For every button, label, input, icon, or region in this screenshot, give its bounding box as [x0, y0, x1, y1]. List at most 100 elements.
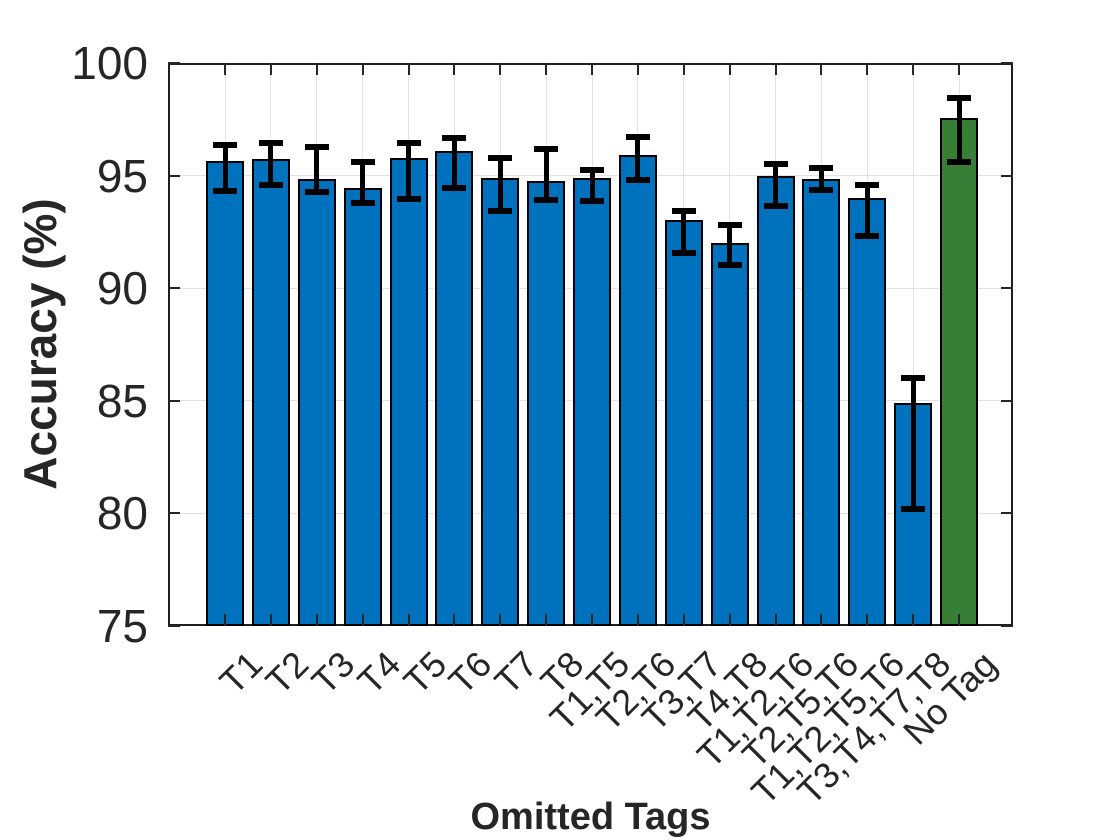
error-bar-cap-top [580, 167, 604, 173]
error-bar-cap-bottom [488, 208, 512, 214]
x-tick-bottom [591, 614, 593, 626]
x-tick-bottom [958, 614, 960, 626]
bar-T4 [344, 188, 382, 626]
y-tick-label: 75 [96, 600, 148, 652]
bar-T1,T2,T6 [757, 176, 795, 626]
error-bar-cap-top [672, 208, 696, 214]
y-tick-label: 95 [96, 150, 148, 202]
error-bar-line [544, 149, 549, 201]
error-bar-cap-bottom [901, 506, 925, 512]
x-tick-bottom [224, 614, 226, 626]
error-bar-cap-bottom [947, 159, 971, 165]
error-bar-line [498, 158, 503, 211]
x-tick-top [775, 63, 777, 75]
x-tick-top [224, 63, 226, 75]
bar-T7 [481, 178, 519, 626]
x-tick-top [408, 63, 410, 75]
error-bar-line [957, 98, 962, 162]
x-tick-bottom [683, 614, 685, 626]
x-tick-bottom [775, 614, 777, 626]
y-tick-label: 90 [96, 262, 148, 314]
x-tick-bottom [499, 614, 501, 626]
y-tick-right [1001, 625, 1013, 627]
bar-T3 [298, 179, 336, 626]
x-tick-bottom [866, 614, 868, 626]
error-bar-line [223, 145, 228, 191]
x-tick-bottom [453, 614, 455, 626]
x-tick-bottom [820, 614, 822, 626]
error-bar-cap-top [351, 159, 375, 165]
error-bar-line [635, 137, 640, 180]
y-tick-left [168, 625, 180, 627]
error-bar-cap-bottom [764, 203, 788, 209]
error-bar-cap-bottom [397, 196, 421, 202]
error-bar-cap-bottom [809, 187, 833, 193]
x-tick-bottom [545, 614, 547, 626]
x-tick-bottom [637, 614, 639, 626]
bar-T1,T5 [573, 178, 611, 626]
error-bar-cap-top [855, 182, 879, 188]
bar-T3,T7 [665, 220, 703, 626]
error-bar-line [865, 185, 870, 237]
x-tick-top [545, 63, 547, 75]
x-tick-top [362, 63, 364, 75]
error-bar-line [681, 211, 686, 254]
error-bar-cap-bottom [672, 250, 696, 256]
x-tick-bottom [270, 614, 272, 626]
error-bar-cap-top [397, 140, 421, 146]
y-tick-left [168, 512, 180, 514]
error-bar-cap-top [718, 222, 742, 228]
error-bar-cap-bottom [351, 200, 375, 206]
x-tick-top [958, 63, 960, 75]
error-bar-cap-top [259, 140, 283, 146]
y-tick-right [1001, 62, 1013, 64]
bar-T1,T2,T5,T6 [848, 198, 886, 626]
error-bar-cap-bottom [213, 188, 237, 194]
x-gridline [913, 63, 914, 626]
bar-T2 [252, 159, 290, 626]
error-bar-line [590, 170, 595, 202]
y-tick-label: 80 [96, 487, 148, 539]
error-bar-cap-bottom [305, 189, 329, 195]
error-bar-cap-bottom [442, 185, 466, 191]
error-bar-cap-top [305, 144, 329, 150]
y-tick-left [168, 287, 180, 289]
error-bar-cap-bottom [718, 262, 742, 268]
error-bar-line [819, 168, 824, 191]
x-tick-bottom [729, 614, 731, 626]
y-tick-left [168, 175, 180, 177]
y-tick-right [1001, 400, 1013, 402]
error-bar-cap-top [442, 135, 466, 141]
x-tick-top [637, 63, 639, 75]
y-tick-label: 100 [71, 37, 148, 89]
error-bar-cap-top [626, 134, 650, 140]
x-tick-top [499, 63, 501, 75]
error-bar-cap-bottom [580, 198, 604, 204]
error-bar-cap-top [764, 161, 788, 167]
bar-T5 [390, 158, 428, 626]
error-bar-line [314, 147, 319, 192]
x-tick-top [729, 63, 731, 75]
error-bar-cap-top [947, 95, 971, 101]
x-tick-top [866, 63, 868, 75]
x-tick-bottom [912, 614, 914, 626]
y-tick-left [168, 62, 180, 64]
error-bar-cap-bottom [626, 177, 650, 183]
x-axis-label: Omitted Tags [470, 796, 711, 838]
error-bar-cap-bottom [534, 197, 558, 203]
error-bar-line [911, 378, 916, 509]
error-bar-cap-top [213, 142, 237, 148]
bar-T2,T6 [619, 155, 657, 626]
x-tick-top [912, 63, 914, 75]
error-bar-line [360, 162, 365, 203]
x-tick-top [270, 63, 272, 75]
x-tick-top [316, 63, 318, 75]
error-bar-cap-bottom [259, 182, 283, 188]
error-bar-line [452, 138, 457, 188]
error-bar-cap-top [488, 155, 512, 161]
error-bar-cap-top [901, 375, 925, 381]
x-tick-top [453, 63, 455, 75]
error-bar-line [773, 164, 778, 206]
